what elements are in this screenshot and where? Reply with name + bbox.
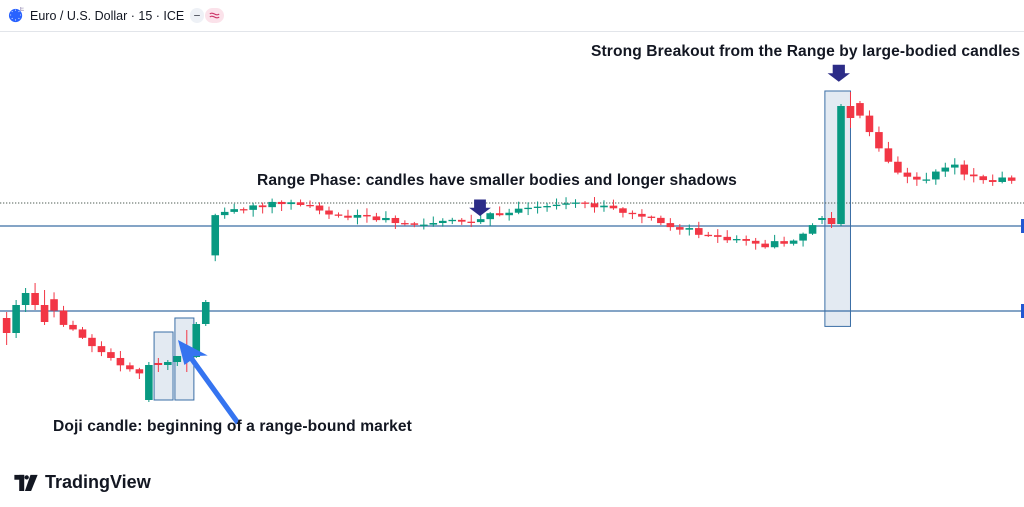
svg-text:E: E (20, 7, 25, 13)
